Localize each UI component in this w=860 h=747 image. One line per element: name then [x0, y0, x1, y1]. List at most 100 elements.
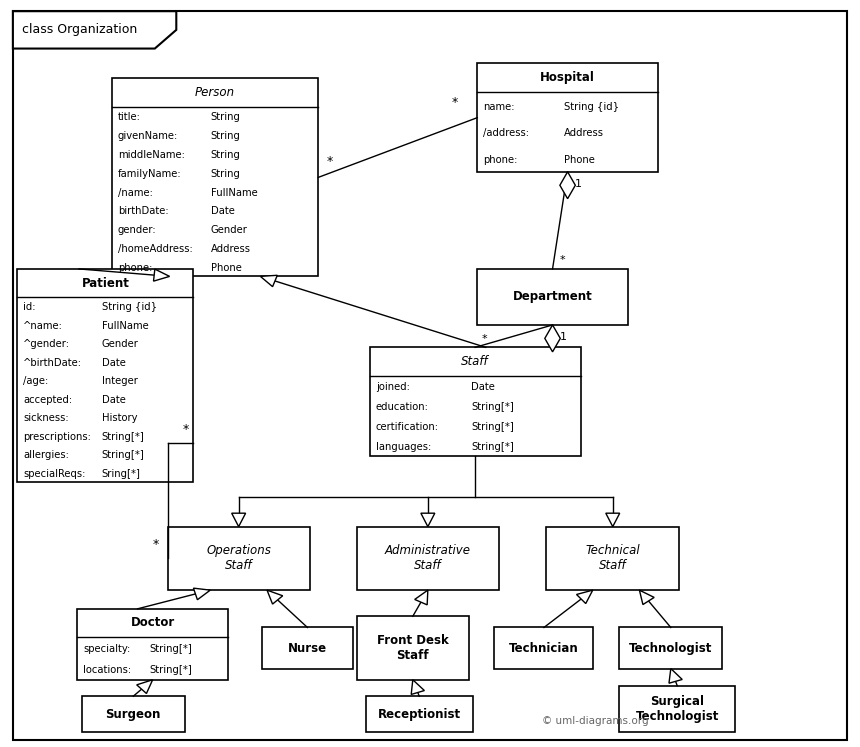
Polygon shape: [560, 172, 575, 199]
Text: String[*]: String[*]: [101, 450, 144, 460]
Polygon shape: [415, 590, 428, 605]
Text: /age:: /age:: [23, 376, 48, 386]
Polygon shape: [261, 276, 277, 287]
Bar: [494, 627, 593, 669]
Text: id:: id:: [23, 303, 36, 312]
Polygon shape: [545, 325, 561, 352]
Text: 1: 1: [560, 332, 567, 342]
Text: languages:: languages:: [376, 441, 431, 452]
Text: education:: education:: [376, 402, 428, 412]
Text: Hospital: Hospital: [540, 71, 595, 84]
Text: specialReqs:: specialReqs:: [23, 468, 86, 479]
Text: © uml-diagrams.org: © uml-diagrams.org: [542, 716, 648, 726]
Text: Doctor: Doctor: [131, 616, 175, 630]
Text: *: *: [452, 96, 458, 108]
Bar: [477, 269, 628, 325]
Text: allergies:: allergies:: [23, 450, 69, 460]
Text: givenName:: givenName:: [118, 131, 178, 141]
Text: History: History: [101, 413, 138, 423]
Text: locations:: locations:: [83, 665, 132, 675]
Polygon shape: [13, 11, 176, 49]
Text: String[*]: String[*]: [150, 665, 193, 675]
Text: Gender: Gender: [101, 339, 138, 350]
Text: Date: Date: [211, 206, 235, 217]
Text: birthDate:: birthDate:: [118, 206, 169, 217]
Text: 1: 1: [574, 179, 581, 189]
Text: *: *: [482, 334, 488, 344]
Text: specialty:: specialty:: [83, 644, 131, 654]
Text: ^name:: ^name:: [23, 321, 63, 331]
Bar: [82, 696, 185, 732]
Text: Operations
Staff: Operations Staff: [206, 545, 271, 572]
Text: Department: Department: [513, 291, 593, 303]
Bar: [357, 616, 469, 680]
Text: Nurse: Nurse: [288, 642, 327, 654]
Text: phone:: phone:: [483, 155, 518, 165]
Text: String: String: [211, 131, 241, 141]
Bar: [546, 527, 679, 590]
Text: /address:: /address:: [483, 128, 529, 138]
Text: String[*]: String[*]: [150, 644, 193, 654]
Bar: [619, 686, 735, 732]
Text: *: *: [152, 538, 158, 551]
Text: Date: Date: [471, 382, 494, 391]
Text: FullName: FullName: [101, 321, 149, 331]
Text: Technologist: Technologist: [630, 642, 712, 654]
Bar: [112, 78, 318, 276]
Text: String[*]: String[*]: [101, 432, 144, 441]
Text: name:: name:: [483, 102, 515, 111]
Polygon shape: [267, 590, 283, 604]
Text: Sring[*]: Sring[*]: [101, 468, 141, 479]
Bar: [357, 527, 499, 590]
Text: Technical
Staff: Technical Staff: [586, 545, 640, 572]
Polygon shape: [605, 513, 620, 527]
Text: title:: title:: [118, 112, 141, 123]
Text: Phone: Phone: [564, 155, 595, 165]
Text: accepted:: accepted:: [23, 394, 72, 405]
Polygon shape: [411, 680, 424, 695]
Text: Phone: Phone: [211, 263, 242, 273]
Text: Surgical
Technologist: Surgical Technologist: [636, 695, 719, 723]
Text: *: *: [560, 255, 565, 265]
Text: String[*]: String[*]: [471, 441, 513, 452]
Text: String[*]: String[*]: [471, 402, 513, 412]
Text: String[*]: String[*]: [471, 422, 513, 432]
Text: Date: Date: [101, 358, 126, 368]
Text: String {id}: String {id}: [564, 102, 619, 111]
Text: Address: Address: [211, 244, 251, 254]
Bar: [168, 527, 310, 590]
Bar: [619, 627, 722, 669]
Text: FullName: FullName: [211, 187, 258, 197]
Text: Receptionist: Receptionist: [378, 707, 461, 721]
Text: /name:: /name:: [118, 187, 153, 197]
Text: Surgeon: Surgeon: [106, 707, 161, 721]
Text: Patient: Patient: [82, 276, 129, 290]
Text: middleName:: middleName:: [118, 150, 185, 160]
Text: class Organization: class Organization: [22, 23, 137, 37]
Bar: [366, 696, 473, 732]
Text: ^gender:: ^gender:: [23, 339, 71, 350]
Text: Administrative
Staff: Administrative Staff: [385, 545, 471, 572]
Text: *: *: [183, 423, 189, 436]
Polygon shape: [154, 269, 169, 281]
Text: String: String: [211, 169, 241, 179]
Text: Gender: Gender: [211, 226, 248, 235]
Text: Person: Person: [195, 86, 235, 99]
Text: Date: Date: [101, 394, 126, 405]
Text: String {id}: String {id}: [101, 303, 157, 312]
Bar: [77, 609, 228, 680]
Polygon shape: [231, 513, 246, 527]
Bar: [370, 347, 580, 456]
Text: familyName:: familyName:: [118, 169, 181, 179]
Text: *: *: [327, 155, 333, 169]
Polygon shape: [640, 590, 654, 604]
Text: phone:: phone:: [118, 263, 152, 273]
Polygon shape: [669, 669, 682, 684]
Text: gender:: gender:: [118, 226, 157, 235]
Polygon shape: [194, 588, 210, 600]
Polygon shape: [137, 680, 153, 693]
Text: sickness:: sickness:: [23, 413, 69, 423]
Polygon shape: [576, 590, 593, 604]
Text: Technician: Technician: [509, 642, 579, 654]
Text: Staff: Staff: [461, 355, 489, 368]
